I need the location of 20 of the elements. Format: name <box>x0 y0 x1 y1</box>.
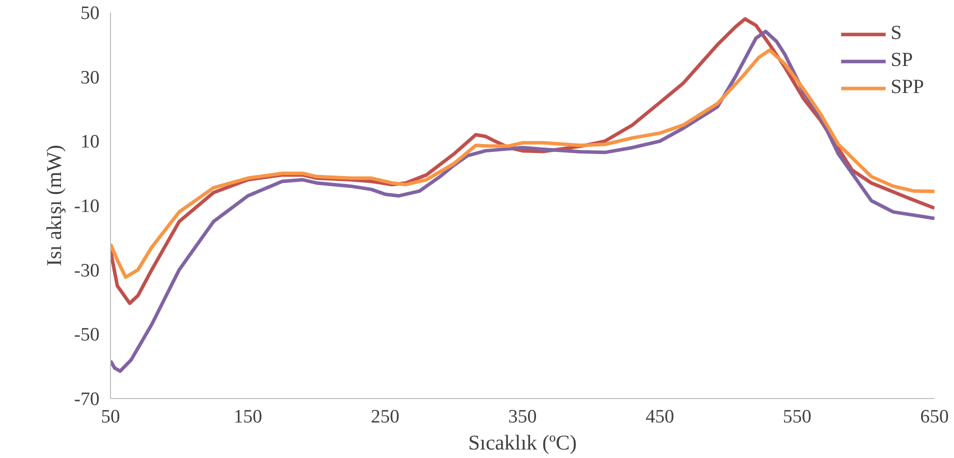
x-tick-label: 450 <box>646 406 674 428</box>
line-series <box>110 48 934 279</box>
y-tick-label: -70 <box>74 389 100 410</box>
legend-label: SPP <box>890 76 924 99</box>
x-tick-label: 50 <box>101 406 120 428</box>
x-tick-label: 650 <box>920 406 949 428</box>
y-axis-title: Isı akışı (mW) <box>42 144 66 266</box>
legend-label: S <box>890 22 903 45</box>
y-tick-label: 10 <box>80 132 100 153</box>
y-tick-label: 50 <box>80 3 100 24</box>
legend-label: SP <box>890 49 913 72</box>
x-tick-label: 250 <box>370 406 400 428</box>
x-tick-label: 150 <box>234 406 262 428</box>
y-tick-label: -50 <box>74 324 100 346</box>
y-tick-label: -30 <box>74 260 100 282</box>
x-tick-label: 350 <box>508 406 537 428</box>
x-tick-label: 550 <box>782 406 812 428</box>
y-tick-label: 30 <box>80 67 100 88</box>
y-tick-label: -10 <box>74 196 100 217</box>
x-axis-title: Sıcaklık (ºC) <box>468 430 577 454</box>
